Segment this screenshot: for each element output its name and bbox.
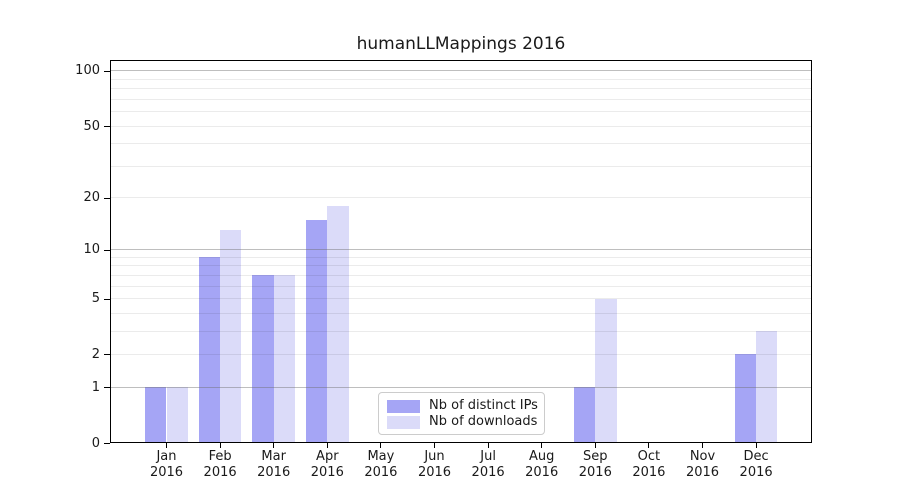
bar-distinct-ips (252, 275, 274, 443)
gridline (111, 265, 812, 267)
gridline (111, 88, 812, 90)
x-tick-label: May 2016 (364, 449, 398, 480)
gridline (111, 165, 812, 167)
x-tick-label: Nov 2016 (685, 449, 720, 480)
legend-entry-downloads: Nb of downloads (387, 414, 538, 430)
y-tick (104, 354, 110, 356)
y-tick (104, 298, 110, 300)
x-tick (326, 443, 328, 448)
chart-title: humanLLMappings 2016 (356, 34, 566, 54)
gridline (111, 298, 812, 300)
legend-label-distinct-ips: Nb of distinct IPs (429, 398, 538, 413)
gridline (111, 249, 812, 251)
x-tick (380, 443, 382, 448)
bar-downloads (756, 331, 778, 443)
x-tick (273, 443, 275, 448)
gridline (111, 98, 812, 100)
gridline (111, 70, 812, 72)
x-tick-label: Sep 2016 (578, 449, 612, 480)
y-tick-label: 50 (83, 118, 100, 134)
x-tick-label: Jul 2016 (471, 449, 505, 480)
legend-swatch-downloads (387, 415, 420, 429)
gridline (111, 386, 812, 388)
x-tick (434, 443, 435, 448)
legend-label-downloads: Nb of downloads (429, 414, 538, 429)
x-tick (487, 443, 489, 448)
bar-downloads (220, 230, 242, 443)
gridline (111, 285, 812, 287)
y-tick (104, 197, 110, 199)
legend: Nb of distinct IPs Nb of downloads (378, 392, 545, 435)
legend-entry-distinct-ips: Nb of distinct IPs (387, 398, 538, 414)
x-tick-label: Jun 2016 (417, 449, 452, 480)
x-tick (648, 443, 650, 448)
gridline (111, 256, 812, 258)
gridline (111, 78, 812, 80)
y-tick-label: 1 (91, 379, 100, 395)
y-tick-label: 20 (83, 190, 100, 206)
bar-downloads (595, 298, 617, 443)
y-tick-label: 100 (75, 63, 100, 79)
y-tick-label: 0 (91, 435, 100, 451)
x-tick (166, 443, 167, 448)
y-tick (104, 126, 110, 128)
y-tick-label: 10 (83, 242, 100, 258)
gridline (111, 143, 812, 145)
x-tick (541, 443, 543, 448)
gridline (111, 330, 812, 332)
y-tick (104, 249, 110, 251)
y-tick-label: 5 (91, 291, 100, 307)
y-tick (104, 387, 110, 389)
x-tick (219, 443, 221, 448)
gridline (111, 353, 812, 355)
x-tick-label: Oct 2016 (632, 449, 666, 480)
bar-distinct-ips (305, 219, 328, 443)
y-tick-label: 2 (91, 346, 100, 362)
bar-distinct-ips (198, 257, 221, 443)
gridline (111, 197, 812, 199)
x-tick-label: Feb 2016 (203, 449, 237, 480)
gridline (111, 125, 812, 127)
y-tick (104, 70, 110, 72)
x-tick (755, 443, 757, 448)
bar-distinct-ips (734, 354, 757, 443)
x-tick-label: Jan 2016 (149, 449, 184, 480)
x-tick-label: Mar 2016 (257, 449, 291, 480)
y-tick (104, 443, 110, 444)
gridline (111, 274, 812, 276)
bar-downloads (273, 275, 296, 443)
x-tick (702, 443, 703, 448)
x-tick-label: Dec 2016 (739, 449, 773, 480)
bar-downloads (327, 205, 349, 443)
bar-downloads (166, 387, 188, 443)
gridline (111, 312, 812, 314)
bar-distinct-ips (573, 387, 596, 443)
gridline (111, 111, 812, 113)
x-tick-label: Aug 2016 (525, 449, 559, 480)
legend-swatch-distinct-ips (387, 399, 420, 413)
x-tick (594, 443, 596, 448)
x-tick-label: Apr 2016 (310, 449, 344, 480)
bar-distinct-ips (145, 387, 167, 443)
